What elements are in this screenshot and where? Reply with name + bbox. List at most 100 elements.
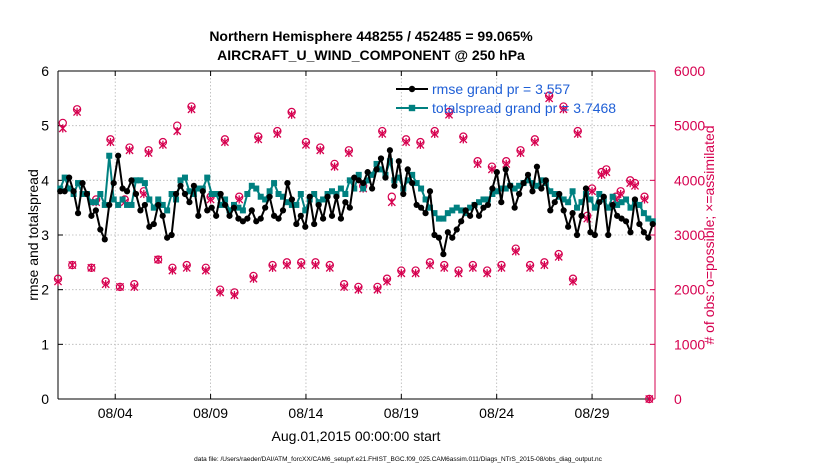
rmse-point (627, 229, 634, 236)
rmse-point (400, 190, 407, 198)
totalspread-point (248, 182, 255, 189)
totalspread-point (279, 193, 286, 200)
rmse-point (333, 193, 340, 200)
totalspread-point (195, 185, 202, 192)
totalspread-point (119, 196, 126, 203)
totalspread-point (190, 191, 197, 197)
totalspread-point (79, 191, 86, 197)
totalspread-point (97, 191, 104, 197)
rmse-point (609, 201, 616, 209)
obs-assimilated-marker (554, 252, 563, 261)
rmse-point (244, 215, 251, 222)
rmse-point (645, 234, 652, 241)
rmse-point (462, 207, 469, 214)
obs-assimilated-marker (430, 129, 439, 138)
rmse-point (342, 199, 349, 206)
totalspread-point (435, 215, 442, 222)
rmse-point (155, 201, 162, 209)
y-right-tick-label: 0 (674, 391, 682, 407)
rmse-point (70, 188, 77, 195)
rmse-point (631, 196, 639, 203)
totalspread-point (453, 204, 460, 211)
rmse-point (217, 190, 224, 198)
totalspread-point (502, 185, 509, 192)
obs-assimilated-marker (301, 140, 311, 149)
totalspread-point (293, 201, 300, 208)
obs-assimilated-marker (254, 135, 263, 144)
obs-assimilated-marker (526, 263, 535, 272)
obs-assimilated-marker (230, 291, 239, 300)
totalspread-point (128, 201, 135, 208)
obs-assimilated-marker (573, 129, 582, 138)
x-tick-label: 08/09 (193, 405, 228, 421)
rmse-point (79, 179, 86, 187)
obs-assimilated-marker (287, 110, 296, 119)
rmse-point (520, 179, 527, 187)
totalspread-point (614, 201, 621, 208)
obs-assimilated-marker (602, 168, 611, 177)
obs-assimilated-marker (454, 269, 463, 278)
totalspread-point (565, 199, 572, 206)
obs-assimilated-marker (325, 263, 334, 272)
rmse-point (208, 204, 215, 211)
obs-assimilated-marker (68, 260, 77, 270)
obs-assimilated-marker (249, 274, 258, 283)
obs-assimilated-marker (597, 170, 606, 179)
totalspread-point (275, 191, 282, 197)
obs-assimilated-marker (459, 135, 468, 144)
y-tick-labels: 0 1 2 3 4 5 6 (41, 63, 49, 407)
rmse-point (110, 179, 117, 187)
rmse-point (373, 166, 380, 173)
rmse-point (649, 220, 656, 228)
obs-assimilated-marker (330, 162, 339, 171)
axes (57, 70, 656, 400)
rmse-point (538, 185, 545, 192)
rmse-point (248, 207, 255, 214)
totalspread-point (533, 182, 540, 189)
rmse-point (137, 207, 144, 214)
totalspread-point (489, 191, 496, 197)
rmse-point (66, 174, 73, 181)
obs-assimilated-marker (402, 137, 411, 147)
totalspread-point (596, 191, 603, 197)
obs-assimilated-marker (316, 146, 325, 155)
rmse-point (204, 207, 211, 214)
rmse-point (181, 190, 189, 198)
obs-assimilated-marker (106, 137, 115, 147)
totalspread-point (61, 174, 68, 181)
chart-subtitle: AIRCRAFT_U_WIND_COMPONENT @ 250 hPa (217, 47, 525, 63)
obs-assimilated-marker (411, 269, 420, 278)
totalspread-point (498, 185, 505, 192)
rmse-point (431, 231, 438, 239)
totalspread-point (168, 191, 175, 197)
totalspread-point (115, 201, 122, 208)
y-right-tick-label: 1000 (674, 336, 705, 352)
totalspread-point (311, 191, 318, 197)
rmse-point (319, 215, 327, 222)
totalspread-point (511, 185, 518, 192)
rmse-point (404, 166, 411, 173)
totalspread-point (355, 171, 362, 178)
obs-assimilated-marker (545, 94, 554, 103)
rmse-point (618, 215, 625, 222)
rmse-point (368, 185, 376, 192)
y-tick-label: 3 (41, 227, 49, 243)
rmse-point (195, 212, 202, 219)
rmse-point (364, 169, 371, 176)
y-tick-label: 0 (41, 391, 49, 407)
totalspread-point (640, 210, 647, 217)
rmse-point (141, 201, 148, 209)
totalspread-point (458, 207, 465, 214)
rmse-point (467, 212, 474, 219)
totalspread-point (150, 204, 157, 211)
totalspread-point (360, 185, 367, 192)
y-right-tick-label: 4000 (674, 172, 705, 188)
rmse-point (315, 201, 322, 209)
totalspread-point (302, 207, 309, 214)
rmse-point (529, 188, 536, 195)
rmse-point (386, 147, 394, 154)
legend-rmse-marker (408, 85, 416, 93)
totalspread-point (222, 196, 229, 203)
totalspread-point (551, 191, 558, 197)
obs-assimilated-marker (168, 266, 177, 275)
